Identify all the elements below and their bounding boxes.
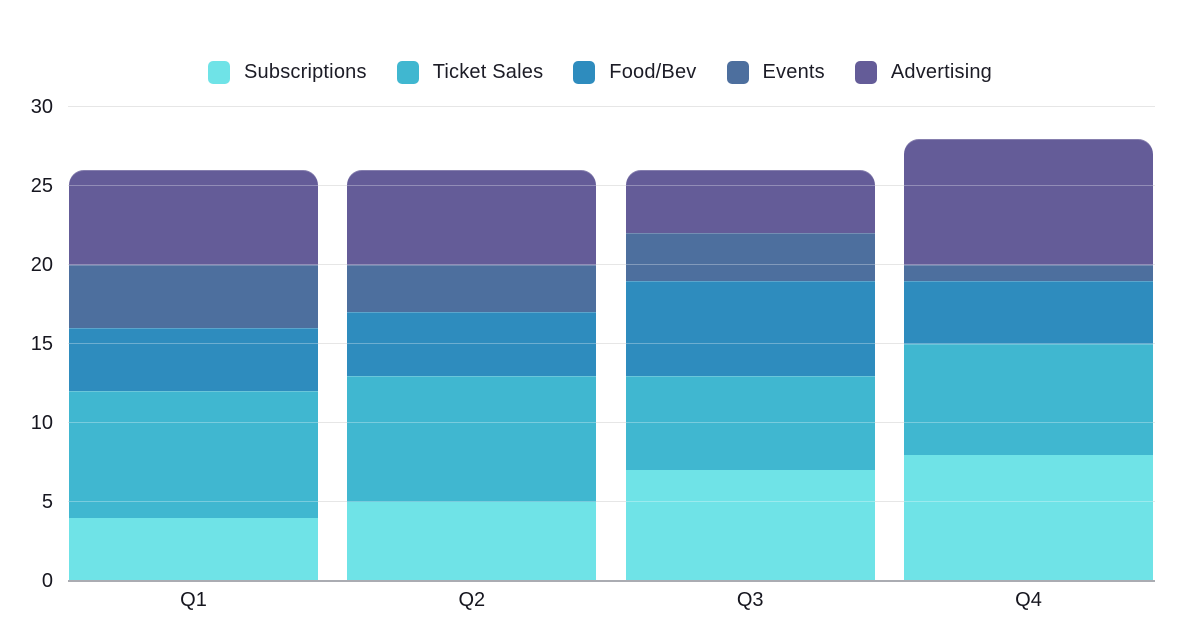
y-tick-label-25: 25 [30, 175, 53, 197]
bar-q4-segment-events[interactable] [903, 265, 1153, 281]
bar-q3-segment-subscriptions[interactable] [625, 470, 875, 581]
bar-q3-segment-events[interactable] [625, 233, 875, 281]
bar-q1-segment-ticket-sales[interactable] [69, 391, 318, 518]
y-tick-label-5: 5 [41, 491, 53, 513]
gridline-15 [68, 343, 1155, 344]
legend-swatch-ticket-sales [396, 61, 419, 84]
gridline-5 [68, 501, 1155, 502]
x-axis-category-labels: Q1 Q2 Q3 Q4 [69, 589, 1153, 612]
bar-q1-segment-events[interactable] [69, 265, 318, 329]
grid-overlay-line-10 [68, 422, 1155, 423]
bar-q4 [903, 138, 1153, 581]
plot-area [68, 106, 1155, 581]
bar-q3-segment-food-bev[interactable] [625, 280, 875, 376]
legend-swatch-subscriptions [208, 61, 231, 84]
x-label-q2: Q2 [458, 589, 486, 611]
bar-q4-segment-ticket-sales[interactable] [903, 344, 1153, 455]
gridline-30 [68, 106, 1155, 107]
legend-label: Advertising [890, 61, 992, 83]
bar-q3-segment-advertising[interactable] [625, 170, 875, 234]
bar-q2-segment-subscriptions[interactable] [347, 502, 597, 581]
legend-label: Subscriptions [244, 61, 367, 83]
legend-label: Events [762, 61, 825, 83]
legend-swatch-advertising [854, 61, 877, 84]
bar-q1-segment-advertising[interactable] [69, 170, 318, 266]
bars-layer [69, 107, 1153, 581]
legend-item-subscriptions[interactable]: Subscriptions [208, 61, 367, 84]
legend-item-ticket-sales[interactable]: Ticket Sales [396, 61, 544, 84]
bar-q2 [347, 170, 597, 581]
bar-q1 [69, 170, 318, 581]
legend-item-events[interactable]: Events [726, 61, 825, 84]
y-tick-label-10: 10 [30, 412, 53, 434]
x-label-q4: Q4 [1015, 589, 1042, 611]
legend-label: Food/Bev [609, 61, 697, 83]
chart-legend: Subscriptions Ticket Sales Food/Bev Events A… [0, 61, 1200, 84]
x-label-q1: Q1 [180, 589, 207, 611]
bar-q2-segment-food-bev[interactable] [347, 312, 597, 376]
bar-q4-segment-advertising[interactable] [903, 138, 1153, 266]
x-label-q3: Q3 [736, 589, 764, 611]
gridline-10 [68, 422, 1155, 423]
y-axis-tick-labels: 0 5 10 15 20 25 30 [0, 96, 53, 592]
gridline-20 [68, 264, 1155, 265]
y-tick-label-0: 0 [41, 570, 53, 592]
bar-q2-segment-advertising[interactable] [347, 170, 597, 266]
bar-q3-segment-ticket-sales[interactable] [625, 375, 875, 471]
y-tick-label-20: 20 [30, 254, 53, 276]
bar-q1-segment-food-bev[interactable] [69, 328, 318, 392]
bar-q4-segment-subscriptions[interactable] [903, 454, 1153, 581]
bar-q2-segment-events[interactable] [347, 265, 597, 313]
legend-swatch-events [726, 61, 749, 84]
legend-label: Ticket Sales [432, 61, 544, 83]
grid-overlay-line-20 [68, 264, 1155, 265]
bar-q4-segment-food-bev[interactable] [903, 280, 1153, 345]
y-tick-label-15: 15 [30, 333, 53, 355]
gridline-25 [68, 185, 1155, 186]
grid-overlay-line-25 [68, 185, 1155, 186]
x-axis-line [68, 580, 1155, 582]
legend-swatch-food-bev [573, 61, 596, 84]
bar-q2-segment-ticket-sales[interactable] [347, 375, 597, 502]
legend-item-advertising[interactable]: Advertising [854, 61, 992, 84]
grid-overlay-line-30 [68, 106, 1155, 107]
y-tick-label-30: 30 [30, 96, 53, 118]
legend-item-food-bev[interactable]: Food/Bev [573, 61, 696, 84]
bar-q3 [625, 170, 875, 581]
bar-q1-segment-subscriptions[interactable] [69, 517, 318, 581]
grid-overlay-line-5 [68, 501, 1155, 502]
grid-overlay-line-15 [68, 343, 1155, 344]
